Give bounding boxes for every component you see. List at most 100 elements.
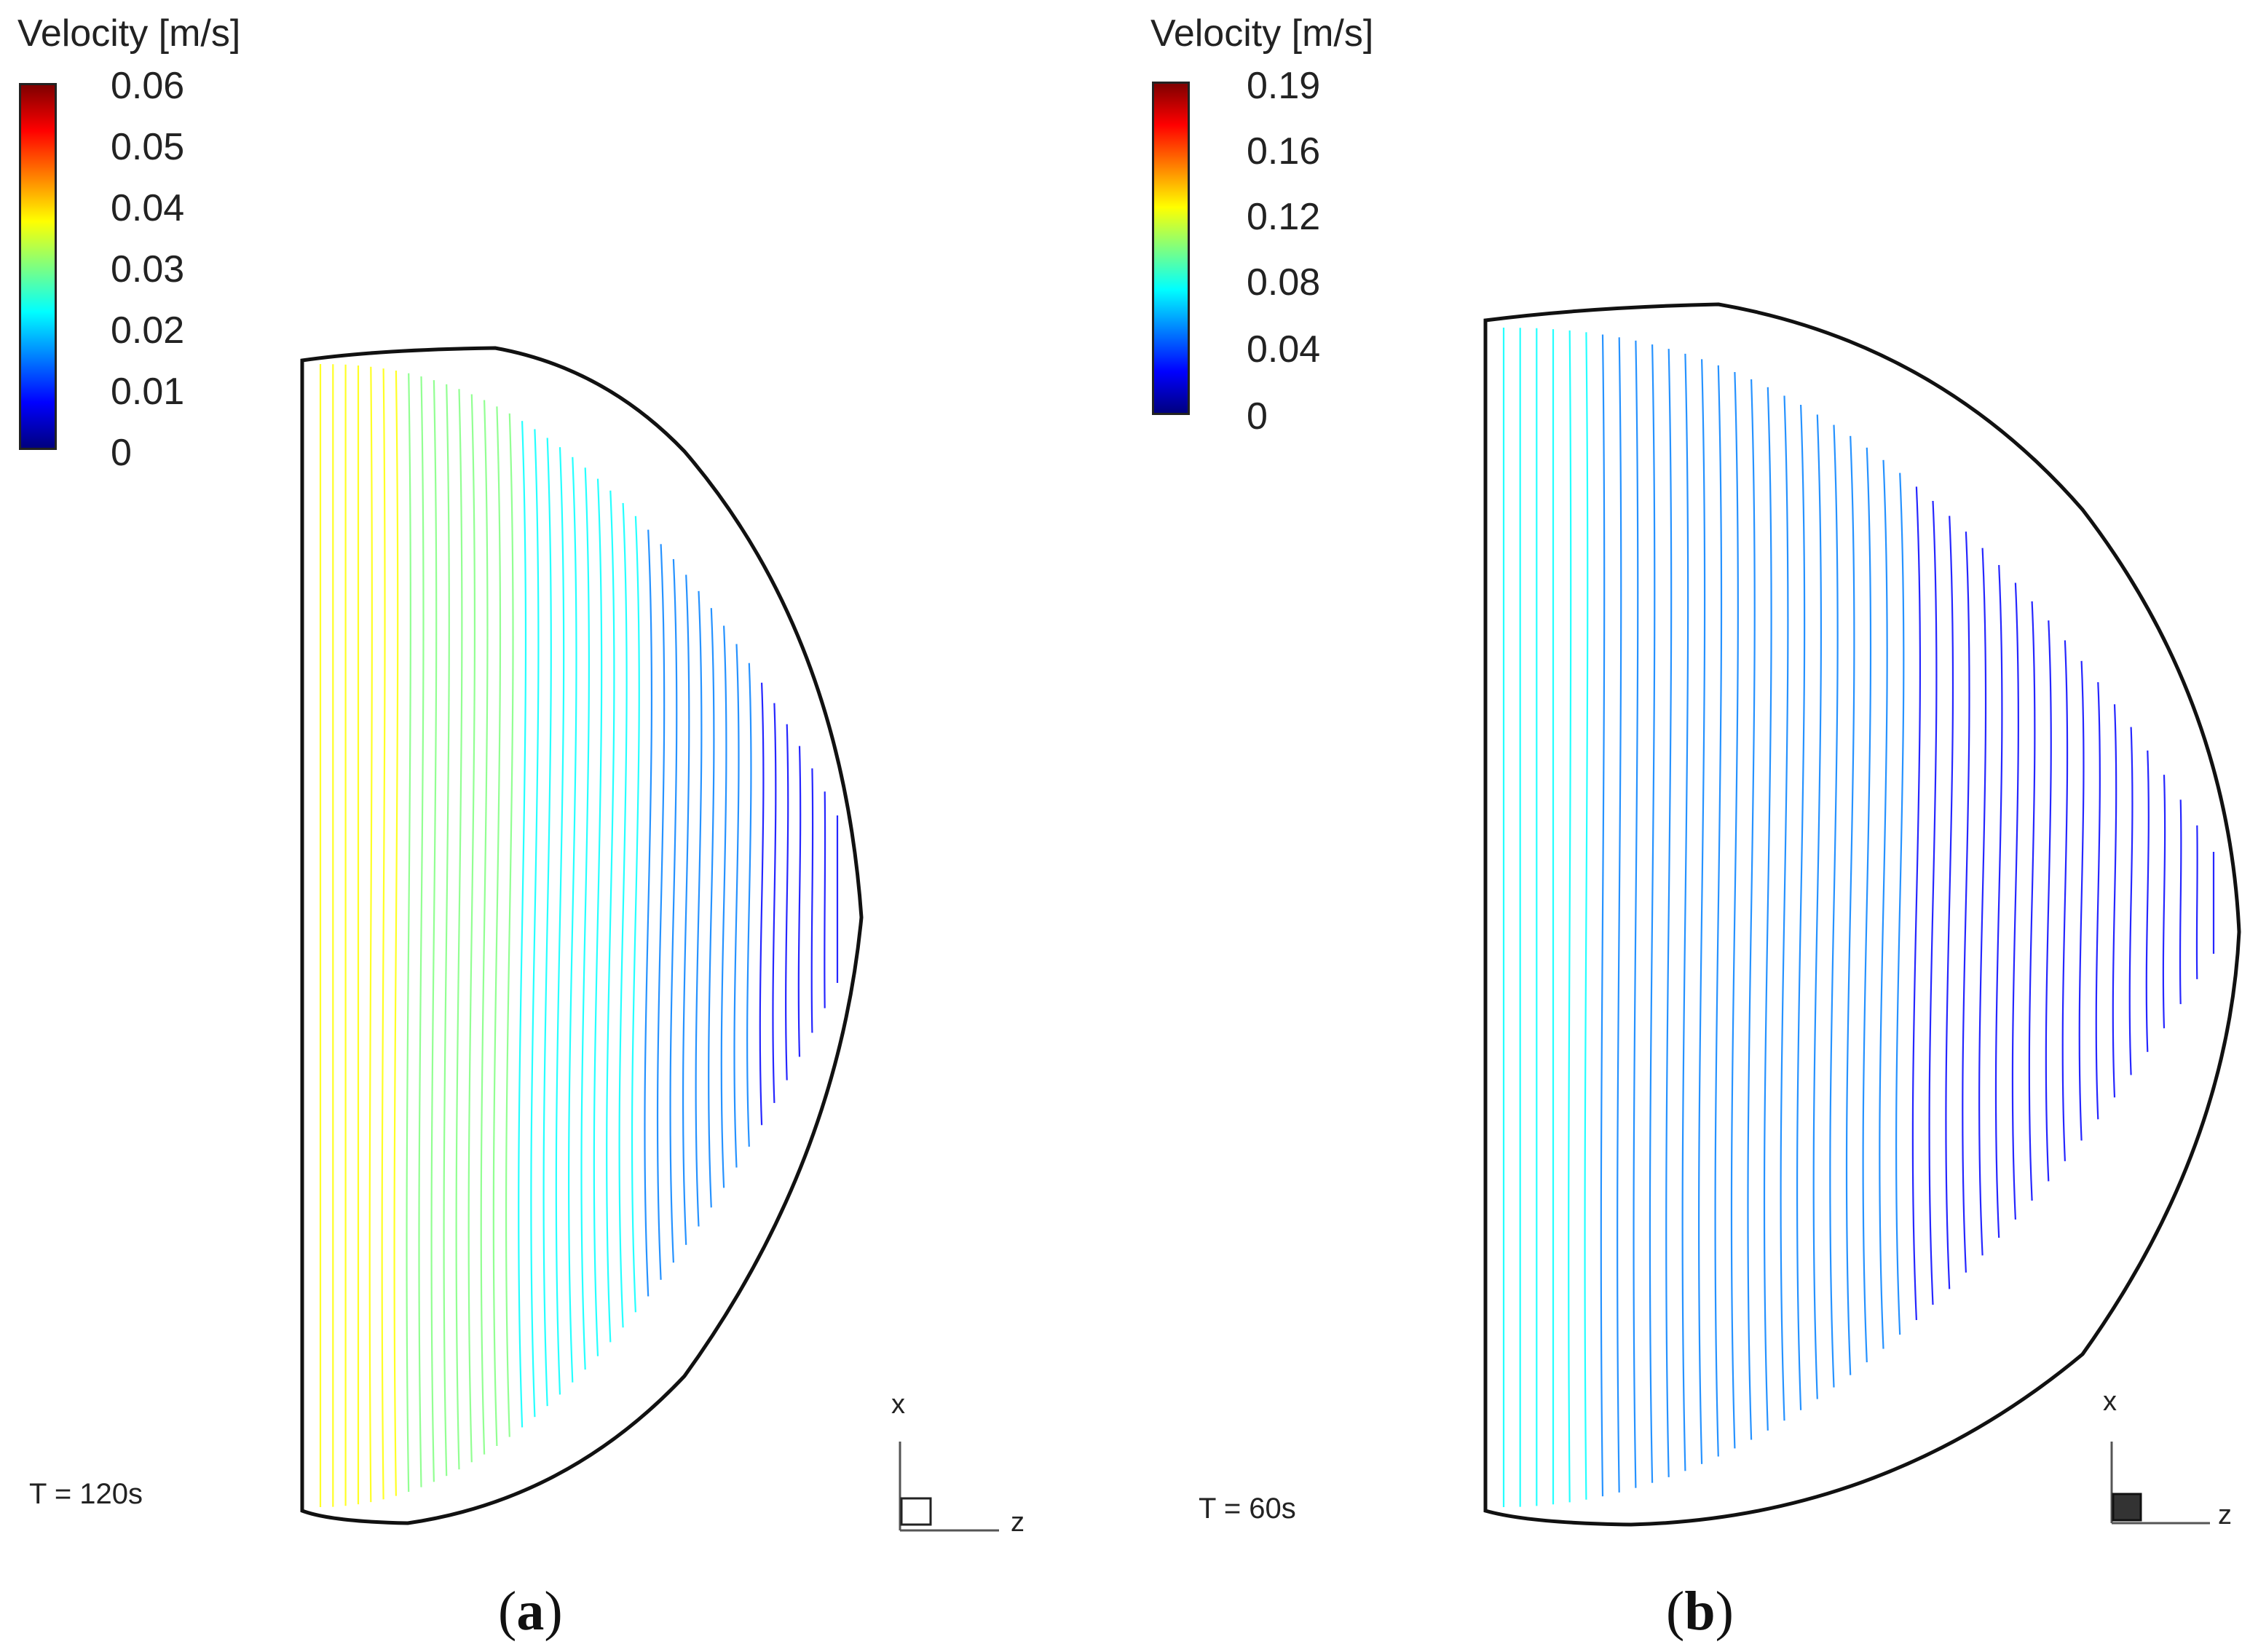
- tick-a-5: 0.01: [111, 371, 185, 413]
- axis-x-label-b: x: [2103, 1386, 2117, 1417]
- panel-label-a-letter: a: [516, 1581, 545, 1642]
- streamline: [824, 791, 826, 1008]
- streamline: [381, 368, 386, 1500]
- streamline: [746, 663, 752, 1147]
- streamline: [785, 724, 789, 1080]
- streamline: [455, 389, 463, 1470]
- streamline: [1879, 459, 1888, 1349]
- tick-a-1: 0.05: [111, 126, 185, 168]
- streamline: [1730, 371, 1739, 1449]
- streamline: [1617, 337, 1622, 1493]
- domain-boundary-b: [1483, 302, 2241, 1527]
- panel-label-a: (a): [498, 1580, 563, 1643]
- streamline: [2195, 825, 2198, 979]
- streamline-domain-b: [1483, 302, 2241, 1527]
- streamline: [1994, 565, 2003, 1238]
- streamline: [1714, 365, 1723, 1457]
- streamline: [492, 406, 502, 1447]
- streamline: [606, 490, 615, 1343]
- streamline: [2011, 582, 2019, 1220]
- streamline: [669, 558, 678, 1263]
- streamline: [1763, 387, 1772, 1431]
- panel-a: Velocity [m/s] 0.06 0.05 0.04 0.03 0.02 …: [17, 12, 1025, 1643]
- streamline: [2112, 704, 2117, 1098]
- streamline: [759, 682, 765, 1126]
- streamline: [505, 413, 514, 1437]
- streamline: [356, 365, 360, 1505]
- streamline: [2145, 750, 2150, 1052]
- streamlines-a: [319, 364, 839, 1507]
- streamline: [2179, 799, 2182, 1005]
- streamline: [733, 644, 740, 1168]
- axis-z-label-a: z: [1011, 1507, 1025, 1538]
- streamline: [1568, 330, 1572, 1503]
- legend-title-b: Velocity [m/s]: [1150, 12, 1374, 55]
- time-label-b: T = 60s: [1199, 1493, 1296, 1525]
- streamline: [1895, 473, 1905, 1335]
- streamline: [467, 394, 476, 1463]
- tick-b-3: 0.08: [1247, 261, 1321, 304]
- panel-label-b-close: ): [1715, 1581, 1734, 1642]
- streamline: [644, 529, 653, 1297]
- streamline: [406, 373, 411, 1493]
- streamline: [1812, 414, 1823, 1399]
- streamline: [580, 467, 590, 1370]
- streamline: [430, 380, 438, 1482]
- tick-a-0: 0.06: [111, 65, 185, 107]
- tick-a-2: 0.04: [111, 187, 185, 229]
- streamline: [797, 746, 802, 1057]
- tick-a-3: 0.03: [111, 248, 185, 291]
- axis-triad-b: [2110, 1442, 2210, 1525]
- streamline: [1600, 334, 1606, 1497]
- streamline-domain-a: [300, 346, 999, 1532]
- streamline: [682, 574, 690, 1245]
- streamline: [1829, 424, 1839, 1388]
- streamline: [1698, 359, 1706, 1464]
- streamline: [708, 608, 715, 1208]
- streamline: [530, 429, 540, 1418]
- panel-label-b-open: (: [1666, 1581, 1685, 1642]
- axis-triad-a: [899, 1442, 999, 1532]
- streamline: [1911, 486, 1922, 1321]
- panel-label-b-letter: b: [1684, 1581, 1716, 1642]
- streamline: [2028, 601, 2036, 1201]
- streamline: [518, 421, 527, 1428]
- streamline: [656, 544, 666, 1280]
- streamline: [368, 366, 373, 1503]
- streamline: [1928, 500, 1938, 1305]
- streamline: [772, 703, 777, 1103]
- streamline: [618, 502, 628, 1328]
- panel-b: Velocity [m/s] 0.19 0.16 0.12 0.08 0.04 …: [1121, 0, 2242, 1652]
- streamline: [695, 590, 703, 1227]
- streamline: [2095, 681, 2101, 1120]
- streamline: [1584, 332, 1589, 1500]
- streamline: [344, 364, 347, 1506]
- streamline: [1535, 328, 1539, 1506]
- streamline: [1747, 379, 1756, 1440]
- streamline: [1796, 404, 1806, 1410]
- streamline: [1962, 531, 1970, 1273]
- tick-b-2: 0.12: [1247, 196, 1321, 238]
- streamline: [2162, 775, 2166, 1029]
- streamline: [1945, 515, 1954, 1289]
- streamline: [810, 768, 814, 1033]
- streamline: [2078, 660, 2085, 1141]
- streamline: [593, 478, 603, 1356]
- streamline: [1780, 395, 1789, 1421]
- panel-label-a-close: ): [544, 1581, 563, 1642]
- streamline: [480, 400, 489, 1455]
- domain-boundary-a: [300, 346, 864, 1525]
- axis-x-label-a: x: [891, 1389, 905, 1420]
- streamline: [1862, 447, 1872, 1363]
- streamline: [1649, 344, 1656, 1483]
- streamline: [443, 384, 450, 1477]
- colorbar-a: [19, 83, 57, 450]
- axis-z-label-b: z: [2218, 1500, 2232, 1530]
- streamline: [393, 370, 399, 1496]
- streamline: [1551, 329, 1555, 1505]
- streamlines-b: [1502, 328, 2215, 1507]
- streamline: [555, 447, 565, 1395]
- colorbar-b: [1152, 82, 1190, 415]
- streamline: [1978, 548, 1987, 1256]
- streamline: [2128, 727, 2134, 1075]
